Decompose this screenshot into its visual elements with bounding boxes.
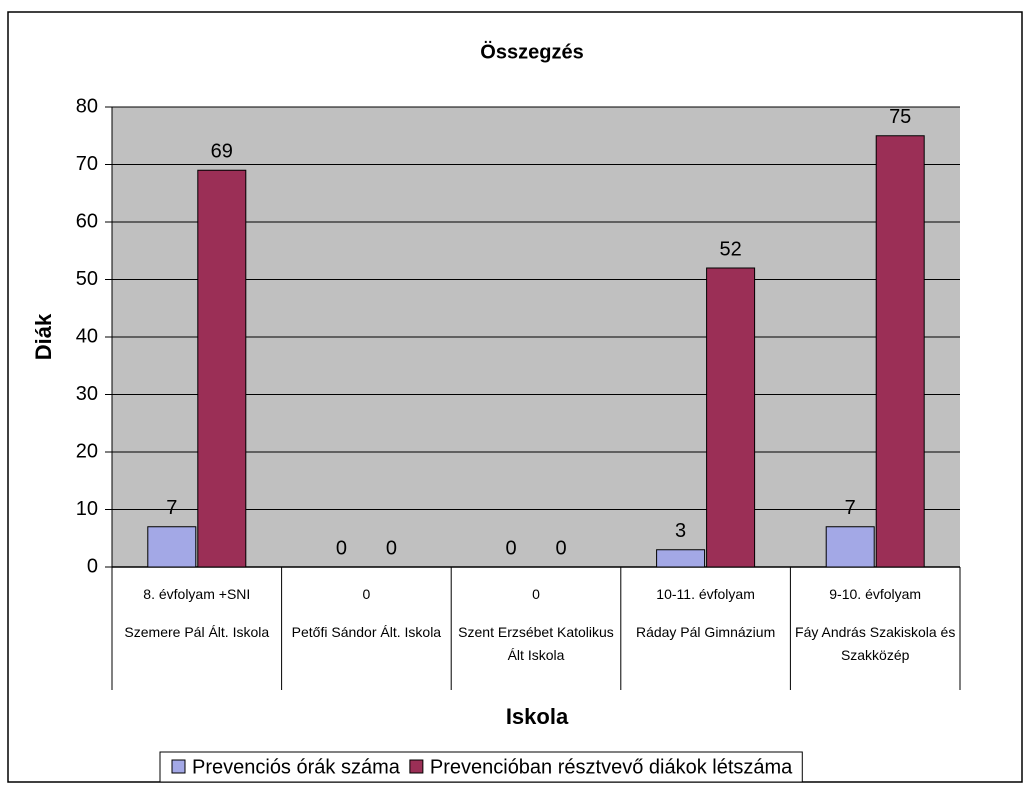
x-axis-title: Iskola	[506, 704, 569, 729]
y-tick-label: 70	[76, 153, 98, 175]
category-group-label: 0	[362, 586, 371, 602]
category-group-label: 8. évfolyam +SNI	[143, 586, 251, 602]
x-tick-label: Ráday Pál Gimnázium	[635, 624, 776, 640]
x-tick-label: Fáy András Szakiskola és Szakközép	[795, 624, 956, 663]
data-label: 7	[845, 497, 856, 519]
bar	[147, 526, 197, 568]
y-tick-label: 40	[76, 325, 98, 347]
y-tick-label: 50	[76, 268, 98, 290]
bar	[656, 549, 706, 568]
data-label: 0	[336, 537, 347, 559]
x-tick-label: Petőfi Sándor Ált. Iskola	[291, 624, 442, 640]
bar	[706, 267, 756, 568]
data-label: 52	[719, 238, 741, 260]
legend-swatch	[171, 759, 186, 774]
chart-title: Összegzés	[480, 40, 583, 63]
legend: Prevenciós órák száma Prevencióban résztv…	[159, 751, 803, 783]
y-axis-title: Diák	[31, 313, 56, 360]
legend-label: Prevenciós órák száma	[192, 756, 401, 778]
x-tick-label: Szemere Pál Ált. Iskola	[124, 624, 270, 640]
category-group-label: 10-11. évfolyam	[656, 586, 755, 602]
data-label: 0	[386, 537, 397, 559]
legend-box	[159, 751, 803, 783]
data-label: 0	[505, 537, 516, 559]
y-tick-label: 0	[87, 555, 98, 577]
y-tick-label: 60	[76, 210, 98, 232]
category-group-label: 0	[532, 586, 540, 602]
x-tick-label: Szent Erzsébet Katolikus Ált Iskola	[458, 624, 614, 663]
data-label: 69	[211, 141, 233, 163]
data-label: 75	[889, 106, 911, 128]
y-tick-label: 20	[76, 440, 98, 462]
legend-label: Prevencióban résztvevő diákok létszáma	[430, 756, 793, 778]
y-tick-label: 10	[76, 498, 98, 520]
y-tick-label: 80	[76, 95, 98, 117]
bar	[825, 526, 875, 568]
data-label: 7	[166, 497, 177, 519]
category-group-label: 9-10. évfolyam	[829, 586, 922, 602]
bar	[875, 135, 925, 568]
data-label: 0	[555, 537, 566, 559]
bar	[197, 169, 247, 568]
y-tick-label: 30	[76, 383, 98, 405]
data-label: 3	[675, 520, 686, 542]
legend-swatch	[409, 759, 424, 774]
